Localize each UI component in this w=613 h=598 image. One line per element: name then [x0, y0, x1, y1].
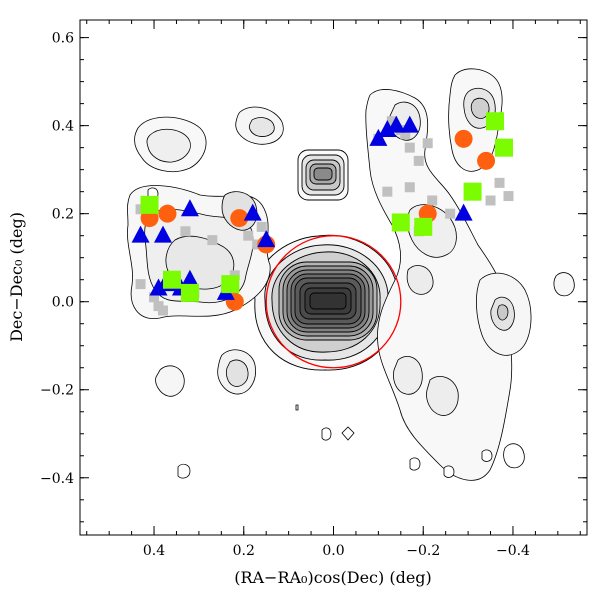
gray-square-marker: [404, 182, 415, 193]
blue-triangle-marker: [180, 199, 199, 217]
gray-square-marker: [494, 177, 505, 188]
gray-square-marker: [256, 221, 267, 232]
blue-triangle-marker: [243, 203, 262, 221]
green-square-marker: [162, 270, 181, 289]
green-square-marker: [486, 112, 505, 131]
blue-triangle-marker: [387, 115, 406, 133]
green-square-marker: [221, 275, 240, 294]
blue-triangle-marker: [131, 225, 150, 243]
blue-triangle-marker: [154, 225, 173, 243]
y-tick-label: −0.4: [40, 471, 74, 487]
red-aperture-circle: [265, 235, 402, 369]
orange-circle-marker: [477, 151, 496, 170]
gray-square-marker: [427, 195, 438, 206]
overlay-layer: [265, 235, 402, 369]
gray-square-marker: [386, 116, 397, 127]
green-square-marker: [414, 217, 433, 236]
orange-circle-marker: [158, 204, 177, 223]
x-axis-label: (RA−RA₀)cos(Dec) (deg): [234, 568, 432, 587]
gray-square-marker: [445, 208, 456, 219]
gray-square-marker: [149, 292, 160, 303]
orange-circle-marker: [230, 209, 249, 228]
blue-triangle-marker: [180, 269, 199, 287]
blue-triangle-marker: [149, 278, 168, 296]
y-tick-label: 0.2: [52, 207, 74, 223]
gray-square-marker: [485, 195, 496, 206]
gray-square-marker: [382, 186, 393, 197]
gray-square-marker: [243, 230, 254, 241]
gray-square-marker: [400, 129, 411, 140]
green-square-marker: [140, 195, 159, 214]
blue-triangle-marker: [400, 115, 419, 133]
x-tick-label: 0.2: [233, 543, 255, 559]
gray-square-marker: [135, 279, 146, 290]
y-tick-label: 0.6: [52, 31, 74, 47]
blue-triangle-marker: [454, 203, 473, 221]
marker-layer: [131, 112, 514, 316]
green-square-marker: [391, 213, 410, 232]
gray-square-marker: [180, 226, 191, 237]
blue-triangle-marker: [378, 120, 397, 138]
y-tick-label: 0.4: [52, 119, 74, 135]
upper-source-contours: [297, 149, 349, 201]
gray-square-marker: [404, 142, 415, 153]
x-tick-label: −0.4: [496, 543, 530, 559]
y-tick-label: −0.2: [40, 383, 74, 399]
x-tick-label: 0.0: [322, 543, 344, 559]
x-tick-label: 0.4: [143, 543, 165, 559]
y-tick-label: 0.0: [52, 295, 74, 311]
density-contour-map: [127, 68, 575, 481]
green-square-marker: [180, 283, 199, 302]
right-region-contours: [295, 68, 575, 481]
axes: 0.4 0.2 0.0 −0.2 −0.4 −0.4 −0.2 0.0 0.2 0.4 0.6: [40, 20, 587, 559]
blue-triangle-marker: [257, 230, 276, 248]
central-source-contours: [254, 234, 399, 371]
gray-square-marker: [422, 138, 433, 149]
gray-square-marker: [413, 155, 424, 166]
green-square-marker: [494, 138, 513, 157]
gray-square-marker: [503, 191, 514, 202]
y-axis-label: Dec−Dec₀ (deg): [7, 212, 26, 342]
orange-circle-marker: [454, 129, 473, 148]
x-tick-label: −0.2: [406, 543, 440, 559]
green-square-marker: [463, 182, 482, 201]
gray-square-marker: [158, 305, 169, 316]
blue-triangle-marker: [369, 128, 388, 146]
gray-square-marker: [207, 235, 218, 246]
